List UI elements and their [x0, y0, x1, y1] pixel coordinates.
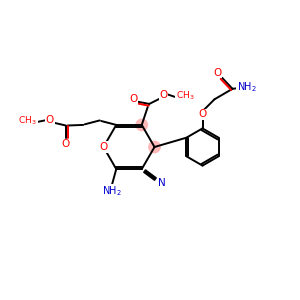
Circle shape [136, 119, 148, 130]
Text: O: O [99, 142, 108, 152]
Circle shape [149, 141, 160, 153]
Text: O: O [46, 115, 54, 124]
Text: O: O [213, 68, 222, 78]
Text: NH$_2$: NH$_2$ [102, 185, 122, 199]
Text: O: O [62, 140, 70, 149]
Text: CH$_3$: CH$_3$ [176, 90, 195, 102]
Text: O: O [129, 94, 137, 104]
Text: NH$_2$: NH$_2$ [237, 80, 257, 94]
Text: CH$_3$: CH$_3$ [18, 115, 37, 127]
Text: N: N [158, 178, 166, 188]
Text: O: O [198, 109, 207, 119]
Text: O: O [159, 90, 167, 100]
